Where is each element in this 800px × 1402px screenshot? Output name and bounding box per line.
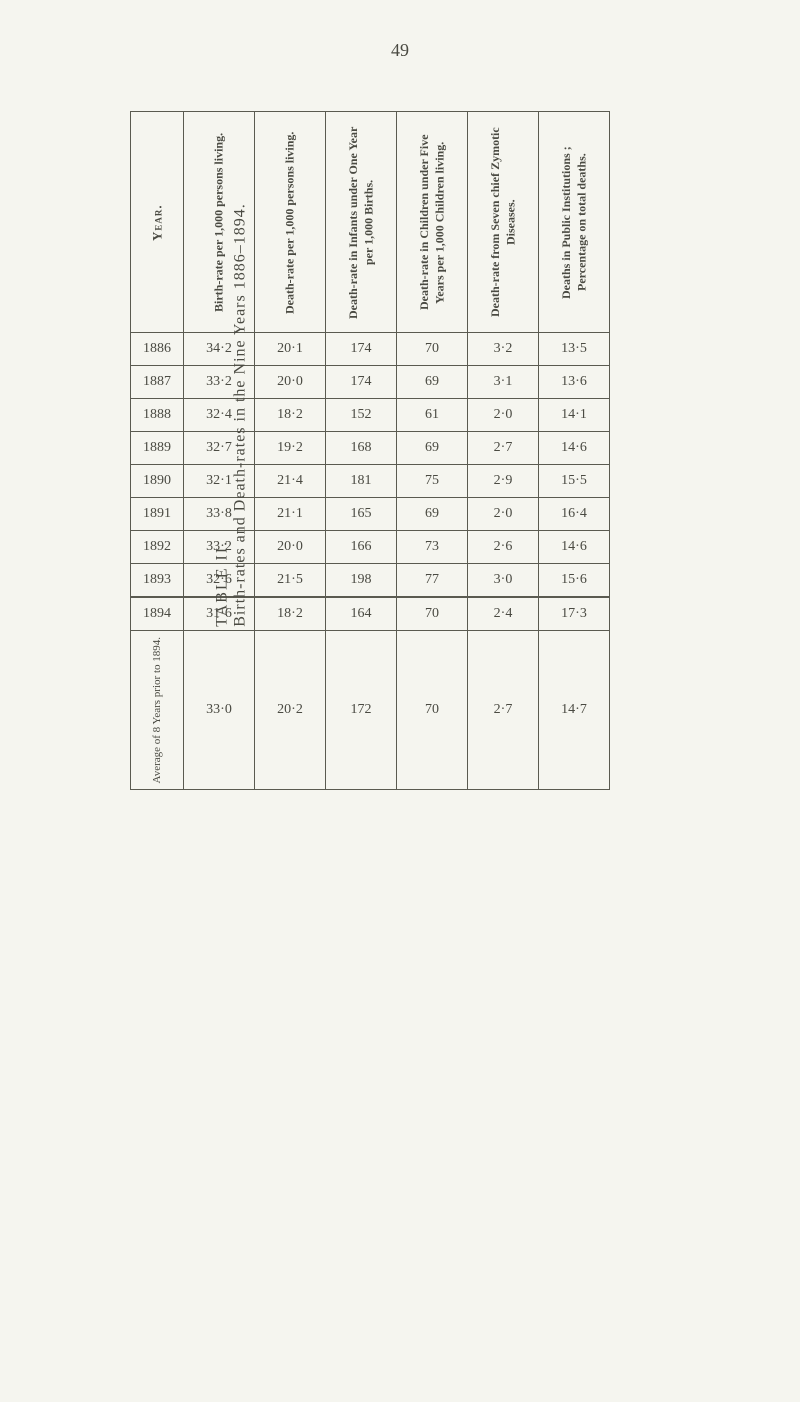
table-row: 1887 33·2 20·0 174 69 3·1 13·6 xyxy=(131,366,610,399)
cell-infants: 174 xyxy=(326,366,397,399)
cell-year: 1892 xyxy=(131,531,184,564)
cell-public: 15·5 xyxy=(539,465,610,498)
cell-children: 70 xyxy=(397,631,468,790)
cell-death: 21·4 xyxy=(255,465,326,498)
cell-infants: 172 xyxy=(326,631,397,790)
cell-year: 1886 xyxy=(131,333,184,366)
average-row: Average of 8 Years prior to 1894. 33·0 2… xyxy=(131,631,610,790)
table-row: 1888 32·4 18·2 152 61 2·0 14·1 xyxy=(131,399,610,432)
cell-public: 13·5 xyxy=(539,333,610,366)
cell-death: 21·5 xyxy=(255,564,326,598)
cell-zymotic: 2·0 xyxy=(468,399,539,432)
cell-death: 21·1 xyxy=(255,498,326,531)
cell-children: 77 xyxy=(397,564,468,598)
header-zymotic: Death-rate from Seven chief Zymotic Dise… xyxy=(468,112,539,333)
page-number: 49 xyxy=(30,40,770,61)
cell-zymotic: 2·6 xyxy=(468,531,539,564)
table-row: 1893 32·6 21·5 198 77 3·0 15·6 xyxy=(131,564,610,598)
cell-death: 20·0 xyxy=(255,366,326,399)
cell-public: 16·4 xyxy=(539,498,610,531)
cell-children: 61 xyxy=(397,399,468,432)
cell-year: 1888 xyxy=(131,399,184,432)
cell-death: 20·0 xyxy=(255,531,326,564)
cell-public: 14·7 xyxy=(539,631,610,790)
cell-year: 1890 xyxy=(131,465,184,498)
table-row: 1890 32·1 21·4 181 75 2·9 15·5 xyxy=(131,465,610,498)
cell-children: 70 xyxy=(397,333,468,366)
cell-zymotic: 3·2 xyxy=(468,333,539,366)
header-public: Deaths in Public Institutions ; Percenta… xyxy=(539,112,610,333)
table-number-label: TABLE II. xyxy=(214,540,231,627)
cell-infants: 198 xyxy=(326,564,397,598)
cell-public: 14·6 xyxy=(539,531,610,564)
cell-zymotic: 2·7 xyxy=(468,432,539,465)
cell-infants: 152 xyxy=(326,399,397,432)
cell-public: 13·6 xyxy=(539,366,610,399)
cell-zymotic: 3·1 xyxy=(468,366,539,399)
cell-zymotic: 2·0 xyxy=(468,498,539,531)
cell-children: 70 xyxy=(397,597,468,631)
header-year: Year. xyxy=(131,112,184,333)
cell-public: 15·6 xyxy=(539,564,610,598)
header-infants: Death-rate in Infants under One Year per… xyxy=(326,112,397,333)
cell-zymotic: 2·7 xyxy=(468,631,539,790)
cell-year: 1893 xyxy=(131,564,184,598)
cell-children: 69 xyxy=(397,366,468,399)
table-body: 1886 34·2 20·1 174 70 3·2 13·5 1887 33·2… xyxy=(131,333,610,790)
cell-children: 69 xyxy=(397,432,468,465)
cell-death: 19·2 xyxy=(255,432,326,465)
header-death-rate: Death-rate per 1,000 persons living. xyxy=(255,112,326,333)
rates-table: Year. Birth-rate per 1,000 persons livin… xyxy=(130,111,610,790)
summary-row-1894: 1894 31·6 18·2 164 70 2·4 17·3 xyxy=(131,597,610,631)
table-row: 1889 32·7 19·2 168 69 2·7 14·6 xyxy=(131,432,610,465)
cell-infants: 164 xyxy=(326,597,397,631)
cell-death: 20·1 xyxy=(255,333,326,366)
table-row: 1886 34·2 20·1 174 70 3·2 13·5 xyxy=(131,333,610,366)
cell-public: 14·6 xyxy=(539,432,610,465)
page-wrapper: 49 TABLE II. Birth-rates and Death-rates… xyxy=(30,40,770,790)
cell-children: 69 xyxy=(397,498,468,531)
table-row: 1892 33·2 20·0 166 73 2·6 14·6 xyxy=(131,531,610,564)
cell-infants: 165 xyxy=(326,498,397,531)
cell-birth: 33·0 xyxy=(184,631,255,790)
cell-public: 14·1 xyxy=(539,399,610,432)
cell-infants: 174 xyxy=(326,333,397,366)
cell-children: 75 xyxy=(397,465,468,498)
cell-infants: 181 xyxy=(326,465,397,498)
cell-zymotic: 3·0 xyxy=(468,564,539,598)
table-header-row: Year. Birth-rate per 1,000 persons livin… xyxy=(131,112,610,333)
cell-public: 17·3 xyxy=(539,597,610,631)
cell-infants: 166 xyxy=(326,531,397,564)
header-children: Death-rate in Children under Five Years … xyxy=(397,112,468,333)
cell-year: 1891 xyxy=(131,498,184,531)
cell-death: 18·2 xyxy=(255,597,326,631)
cell-year: 1894 xyxy=(131,597,184,631)
cell-year: 1889 xyxy=(131,432,184,465)
cell-death: 20·2 xyxy=(255,631,326,790)
table-row: 1891 33·8 21·1 165 69 2·0 16·4 xyxy=(131,498,610,531)
average-row-label: Average of 8 Years prior to 1894. xyxy=(131,631,184,790)
cell-zymotic: 2·4 xyxy=(468,597,539,631)
cell-zymotic: 2·9 xyxy=(468,465,539,498)
cell-infants: 168 xyxy=(326,432,397,465)
cell-year: 1887 xyxy=(131,366,184,399)
header-birth-rate: Birth-rate per 1,000 persons living. xyxy=(184,112,255,333)
cell-children: 73 xyxy=(397,531,468,564)
cell-death: 18·2 xyxy=(255,399,326,432)
